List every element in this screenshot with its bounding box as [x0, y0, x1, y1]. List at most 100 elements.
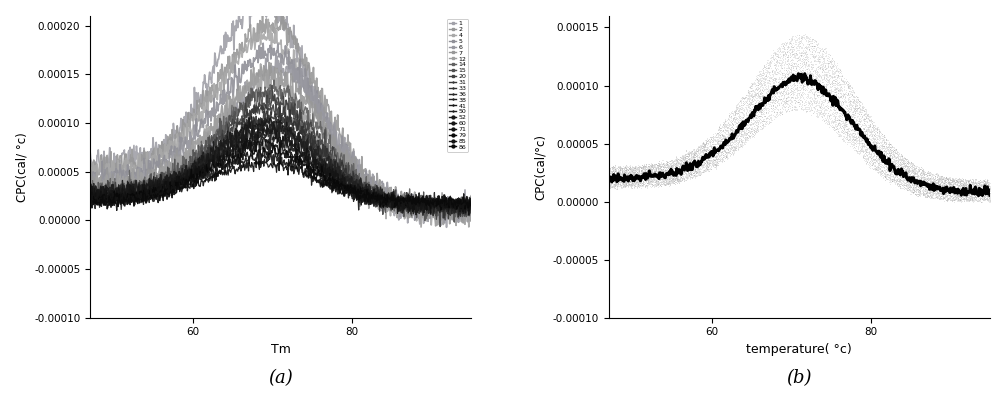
- Point: [854, 137, 870, 143]
- Point: [666, 161, 682, 167]
- Point: [840, 126, 856, 133]
- Point: [902, 168, 918, 175]
- Point: [670, 167, 686, 173]
- Point: [982, 194, 998, 200]
- Point: [885, 168, 901, 175]
- Point: [902, 171, 918, 177]
- Point: [886, 153, 902, 159]
- Point: [642, 173, 658, 179]
- Point: [977, 181, 993, 188]
- Point: [763, 84, 779, 90]
- Point: [962, 185, 978, 191]
- Point: [809, 92, 825, 98]
- Point: [626, 165, 642, 172]
- Point: [876, 136, 892, 142]
- Point: [695, 145, 711, 151]
- Point: [908, 191, 924, 198]
- Point: [668, 160, 684, 166]
- Point: [850, 129, 866, 136]
- Point: [638, 181, 654, 188]
- Point: [818, 81, 834, 88]
- Point: [684, 162, 700, 168]
- Point: [709, 159, 725, 165]
- Point: [976, 187, 992, 193]
- Point: [681, 172, 697, 178]
- Point: [678, 173, 694, 179]
- Point: [605, 163, 621, 170]
- Point: [735, 118, 751, 124]
- Point: [694, 164, 710, 170]
- Point: [846, 142, 862, 148]
- Point: [800, 69, 816, 76]
- Point: [750, 114, 766, 120]
- Point: [924, 176, 940, 182]
- Point: [715, 127, 731, 133]
- Point: [732, 118, 748, 125]
- Point: [914, 167, 930, 173]
- Point: [925, 195, 941, 201]
- Point: [791, 36, 807, 42]
- Point: [823, 74, 839, 81]
- Point: [831, 112, 847, 119]
- Point: [862, 147, 878, 153]
- Point: [861, 160, 877, 166]
- Point: [733, 131, 749, 137]
- Point: [877, 168, 893, 174]
- Point: [936, 177, 952, 184]
- Point: [644, 161, 660, 168]
- Point: [704, 149, 720, 156]
- Point: [874, 156, 890, 163]
- Point: [776, 70, 792, 76]
- Point: [875, 143, 891, 149]
- Point: [693, 152, 709, 159]
- Point: [980, 189, 996, 195]
- Point: [956, 185, 972, 191]
- Point: [802, 106, 818, 113]
- Point: [766, 96, 782, 103]
- Point: [863, 116, 879, 122]
- Point: [815, 58, 831, 64]
- Point: [981, 196, 997, 202]
- Point: [712, 129, 728, 136]
- Point: [929, 184, 945, 191]
- Point: [833, 99, 849, 105]
- Point: [802, 79, 818, 86]
- Point: [601, 171, 617, 177]
- Point: [605, 183, 621, 189]
- Point: [917, 171, 933, 177]
- Point: [657, 162, 673, 168]
- Point: [943, 187, 959, 193]
- Point: [961, 190, 977, 196]
- Point: [749, 75, 765, 82]
- Point: [884, 171, 900, 177]
- Point: [606, 183, 622, 189]
- Point: [785, 94, 801, 101]
- Point: [660, 181, 676, 187]
- Point: [832, 67, 848, 73]
- Point: [657, 181, 673, 188]
- Point: [686, 172, 702, 178]
- Point: [676, 157, 692, 163]
- Point: [804, 76, 820, 82]
- Point: [932, 187, 948, 193]
- Point: [673, 156, 689, 163]
- Point: [675, 166, 691, 172]
- Point: [818, 119, 834, 125]
- Point: [699, 145, 715, 152]
- Point: [700, 164, 716, 170]
- Point: [898, 156, 914, 163]
- Point: [708, 146, 724, 153]
- Point: [707, 138, 723, 145]
- Point: [817, 66, 833, 72]
- Point: [716, 148, 732, 154]
- Point: [971, 197, 987, 203]
- Point: [698, 139, 714, 145]
- Point: [906, 181, 922, 188]
- Point: [873, 149, 889, 155]
- Point: [838, 76, 854, 82]
- Point: [805, 62, 821, 68]
- Point: [728, 131, 744, 138]
- Point: [827, 115, 843, 121]
- Point: [833, 83, 849, 89]
- Point: [716, 143, 732, 149]
